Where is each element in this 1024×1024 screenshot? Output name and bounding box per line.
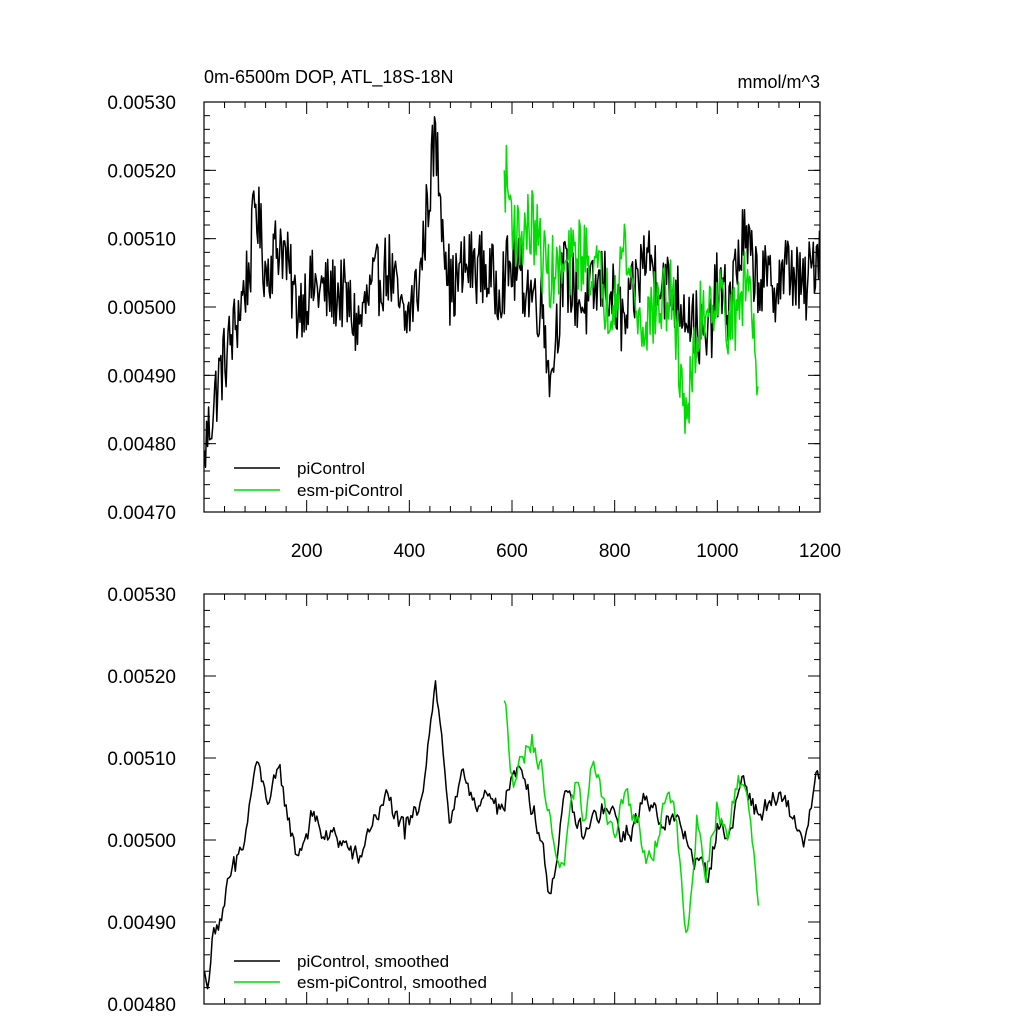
top-chart-title: 0m-6500m DOP, ATL_18S-18N [204, 67, 453, 88]
x-tick-label: 1000 [696, 541, 738, 562]
top-legend-label-esm: esm-piControl [297, 481, 403, 500]
top-x-axis-labels: 200 400 600 800 1000 1200 [291, 541, 841, 562]
series-line-picontrol [203, 116, 821, 469]
bottom-plot-frame [203, 593, 821, 1005]
x-tick-label: 800 [599, 541, 631, 562]
y-tick-label: 0.00500 [107, 298, 176, 319]
y-tick-label: 0.00490 [107, 366, 176, 387]
y-tick-label: 0.00490 [107, 913, 176, 934]
bottom-y-axis-labels: 0.00480 0.00490 0.00500 0.00510 0.00520 0.005… [107, 585, 176, 1016]
x-tick-label: 1200 [799, 541, 841, 562]
top-y-axis-labels: 0.00470 0.00480 0.00490 0.00500 0.00510 0.005… [107, 93, 176, 524]
top-legend-label-picontrol: piControl [297, 459, 365, 478]
series-line-esm-picontrol [503, 700, 760, 934]
y-tick-label: 0.00520 [107, 667, 176, 688]
top-chart-units: mmol/m^3 [738, 72, 820, 92]
y-tick-label: 0.00470 [107, 503, 176, 524]
top-series-group [203, 116, 821, 469]
bottom-axis-ticks [204, 593, 821, 1005]
bottom-legend-label-picontrol: piControl, smoothed [297, 952, 449, 971]
y-tick-label: 0.00480 [107, 435, 176, 456]
top-axis-ticks [204, 101, 821, 513]
top-panel: 0m-6500m DOP, ATL_18S-18N mmol/m^3 0.004… [107, 67, 841, 562]
y-tick-label: 0.00510 [107, 749, 176, 770]
y-tick-label: 0.00510 [107, 230, 176, 251]
x-tick-label: 400 [393, 541, 425, 562]
bottom-panel: 0.00480 0.00490 0.00500 0.00510 0.00520 0.005… [107, 585, 821, 1016]
y-tick-label: 0.00530 [107, 93, 176, 114]
y-tick-label: 0.00530 [107, 585, 176, 606]
y-tick-label: 0.00500 [107, 831, 176, 852]
y-tick-label: 0.00480 [107, 995, 176, 1016]
y-tick-label: 0.00520 [107, 161, 176, 182]
bottom-series-group [203, 680, 820, 990]
bottom-legend: piControl, smoothed esm-piControl, smoot… [234, 952, 487, 992]
top-legend: piControl esm-piControl [234, 459, 403, 500]
series-line-esm-picontrol [503, 144, 759, 434]
x-tick-label: 200 [291, 541, 323, 562]
bottom-legend-label-esm: esm-piControl, smoothed [297, 973, 487, 992]
x-tick-label: 600 [496, 541, 528, 562]
